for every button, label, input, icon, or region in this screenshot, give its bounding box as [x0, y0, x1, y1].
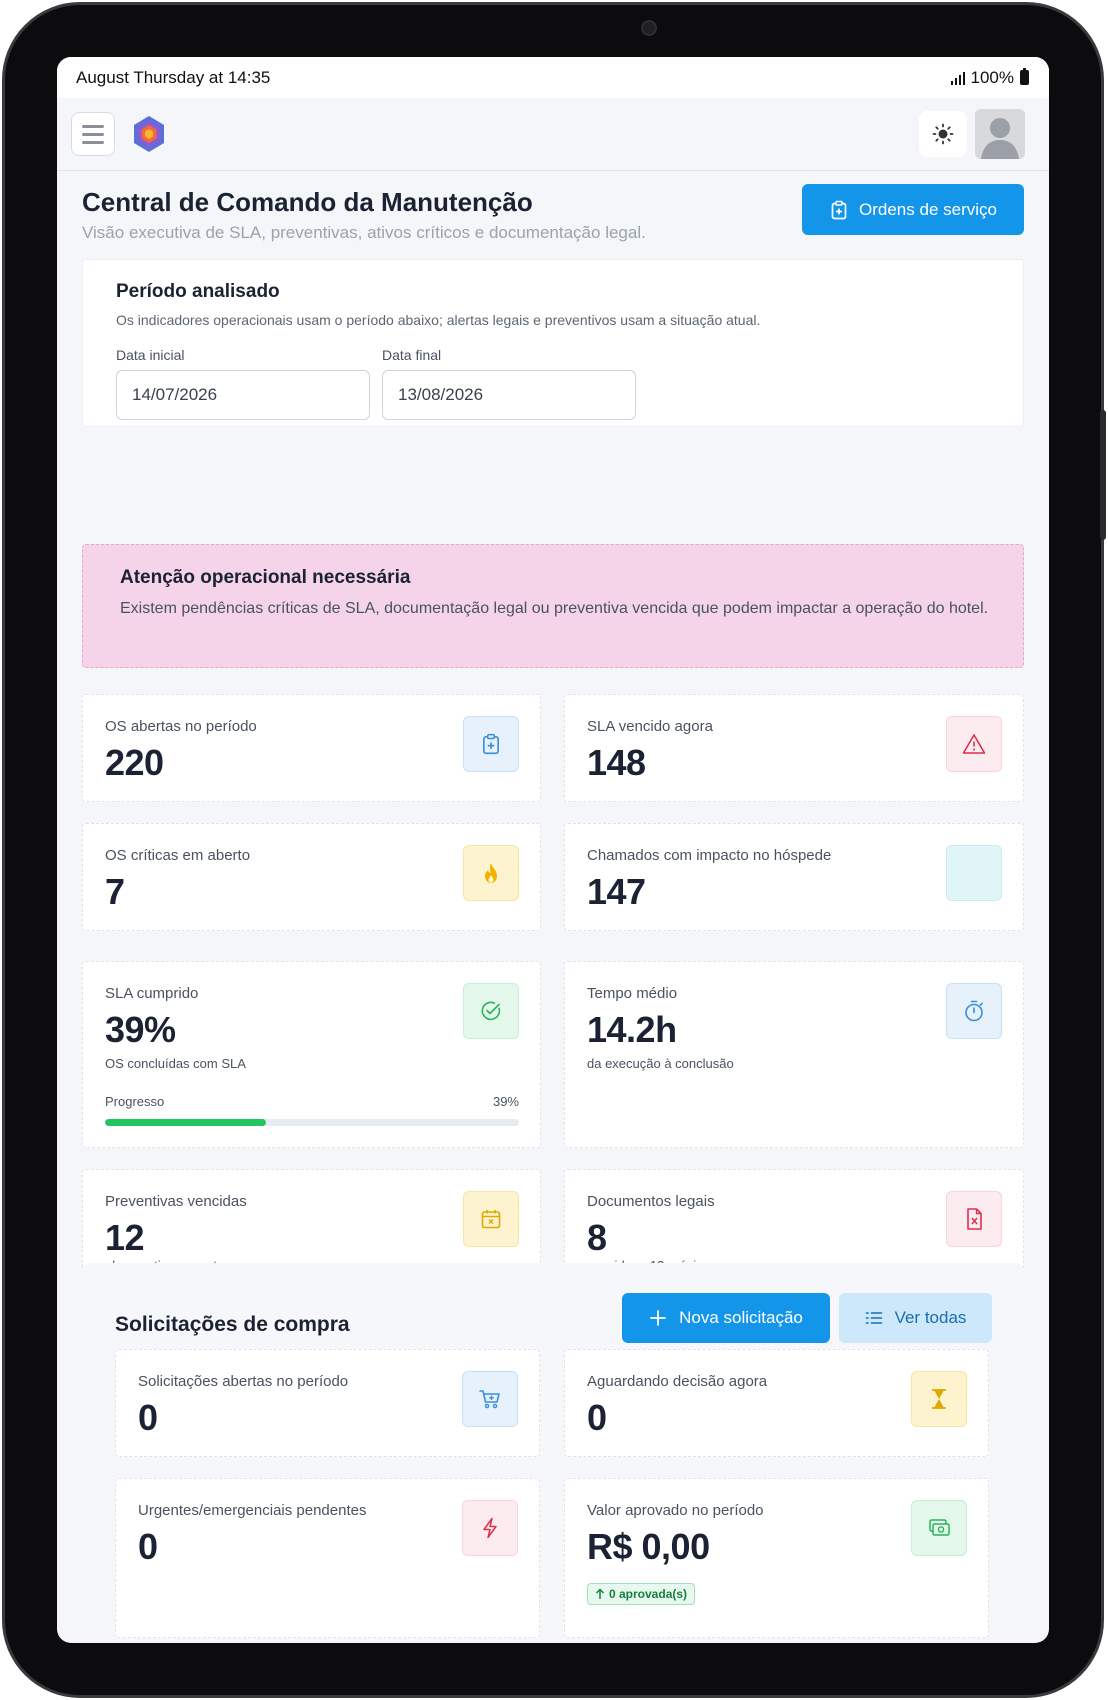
kpi-value: 8 [587, 1217, 607, 1258]
kpi-label: Solicitações abertas no período [138, 1373, 349, 1390]
kpi-value: 147 [587, 871, 646, 912]
kpi-card-guest-impact[interactable]: Chamados com impacto no hóspede 147 [564, 823, 1024, 931]
kpi-value: 14.2h [587, 1009, 677, 1050]
service-orders-label: Ordens de serviço [859, 199, 997, 219]
start-date-label: Data inicial [116, 347, 185, 363]
money-icon [911, 1500, 967, 1556]
status-time: August Thursday at 14:35 [76, 67, 271, 87]
guest-impact-icon [946, 845, 1002, 901]
period-note: Os indicadores operacionais usam o perío… [116, 312, 761, 328]
battery-level: 100% [970, 67, 1014, 87]
kpi-label: SLA cumprido [105, 985, 199, 1002]
kpi-card-sla-met[interactable]: SLA cumprido 39% OS concluídas com SLA P… [82, 961, 541, 1148]
user-avatar[interactable] [975, 109, 1025, 159]
view-all-button[interactable]: Ver todas [839, 1293, 992, 1343]
end-date-input[interactable]: 13/08/2026 [382, 370, 636, 420]
end-date-label: Data final [382, 347, 442, 363]
kpi-value: 0 [138, 1526, 158, 1567]
kpi-label: OS abertas no período [105, 718, 257, 735]
kpi-label: Preventivas vencidas [105, 1193, 247, 1210]
kpi-value: 148 [587, 742, 646, 783]
purchase-requests-section: Solicitações de compra Nova solicitação … [82, 1263, 1024, 1643]
sun-icon [932, 123, 954, 145]
clipboard-plus-icon [831, 200, 847, 219]
purchase-card-urgent[interactable]: Urgentes/emergenciais pendentes 0 [115, 1478, 540, 1638]
lightning-icon [462, 1500, 518, 1556]
kpi-label: SLA vencido agora [587, 718, 713, 735]
kpi-card-critical-orders[interactable]: OS críticas em aberto 7 [82, 823, 541, 931]
purchase-card-approved-value[interactable]: Valor aprovado no período R$ 0,00 0 apro… [564, 1478, 989, 1638]
alert-title: Atenção operacional necessária [120, 567, 411, 588]
kpi-card-sla-overdue[interactable]: SLA vencido agora 148 [564, 694, 1024, 802]
progress-bar [105, 1119, 519, 1126]
kpi-value: 7 [105, 871, 125, 912]
operational-alert: Atenção operacional necessária Existem p… [82, 544, 1024, 668]
kpi-label: Valor aprovado no período [587, 1502, 764, 1519]
kpi-subtext: OS concluídas com SLA [105, 1056, 246, 1071]
status-bar: August Thursday at 14:35 100% [57, 57, 1049, 98]
progress-label: Progresso [105, 1094, 165, 1109]
hourglass-icon [911, 1371, 967, 1427]
volume-button [1100, 410, 1106, 540]
kpi-value: 220 [105, 742, 164, 783]
theme-toggle-button[interactable] [919, 111, 967, 157]
warning-triangle-icon [946, 716, 1002, 772]
service-orders-button[interactable]: Ordens de serviço [802, 184, 1024, 235]
flame-icon [463, 845, 519, 901]
signal-icon [950, 71, 965, 85]
approved-badge: 0 aprovada(s) [587, 1583, 696, 1605]
approved-badge-text: 0 aprovada(s) [609, 1587, 688, 1601]
period-card: Período analisado Os indicadores operaci… [82, 259, 1024, 427]
calendar-x-icon [463, 1191, 519, 1247]
check-circle-icon [463, 983, 519, 1039]
file-x-icon [946, 1191, 1002, 1247]
kpi-label: OS críticas em aberto [105, 847, 251, 864]
kpi-label: Urgentes/emergenciais pendentes [138, 1502, 367, 1519]
kpi-label: Tempo médio [587, 985, 678, 1002]
progress-value: 39% [492, 1094, 519, 1109]
battery-icon [1020, 68, 1029, 85]
kpi-value: R$ 0,00 [587, 1526, 710, 1567]
kpi-label: Chamados com impacto no hóspede [587, 847, 832, 864]
kpi-card-average-time[interactable]: Tempo médio 14.2h da execução à conclusã… [564, 961, 1024, 1148]
section-title: Solicitações de compra [115, 1313, 350, 1336]
purchase-card-awaiting[interactable]: Aguardando decisão agora 0 [564, 1349, 989, 1457]
purchase-card-open[interactable]: Solicitações abertas no período 0 [115, 1349, 540, 1457]
front-camera [641, 20, 657, 36]
screen: August Thursday at 14:35 100% [57, 57, 1049, 1643]
kpi-value: 39% [105, 1009, 176, 1050]
plus-icon [650, 1310, 667, 1326]
cart-plus-icon [462, 1371, 518, 1427]
kpi-card-open-orders[interactable]: OS abertas no período 220 [82, 694, 541, 802]
app-logo [134, 116, 164, 152]
top-bar [57, 98, 1049, 171]
menu-button[interactable] [71, 112, 115, 156]
kpi-label: Documentos legais [587, 1193, 715, 1210]
kpi-subtext: da execução à conclusão [587, 1056, 734, 1071]
new-request-label: Nova solicitação [679, 1308, 803, 1327]
alert-text: Existem pendências críticas de SLA, docu… [120, 600, 989, 617]
page-title: Central de Comando da Manutenção [82, 187, 533, 217]
kpi-value: 0 [138, 1397, 158, 1438]
progress-bar-fill [105, 1119, 267, 1126]
new-request-button[interactable]: Nova solicitação [622, 1293, 830, 1343]
page-subtitle: Visão executiva de SLA, preventivas, ati… [82, 223, 646, 242]
start-date-input[interactable]: 14/07/2026 [116, 370, 370, 420]
kpi-label: Aguardando decisão agora [587, 1373, 768, 1390]
period-title: Período analisado [116, 281, 280, 302]
clipboard-plus-icon [463, 716, 519, 772]
view-all-label: Ver todas [894, 1308, 967, 1327]
list-icon [865, 1312, 882, 1324]
kpi-value: 0 [587, 1397, 607, 1438]
stopwatch-icon [946, 983, 1002, 1039]
user-silhouette-icon [975, 109, 1025, 159]
kpi-value: 12 [105, 1217, 145, 1258]
arrow-up-icon [595, 1588, 605, 1599]
